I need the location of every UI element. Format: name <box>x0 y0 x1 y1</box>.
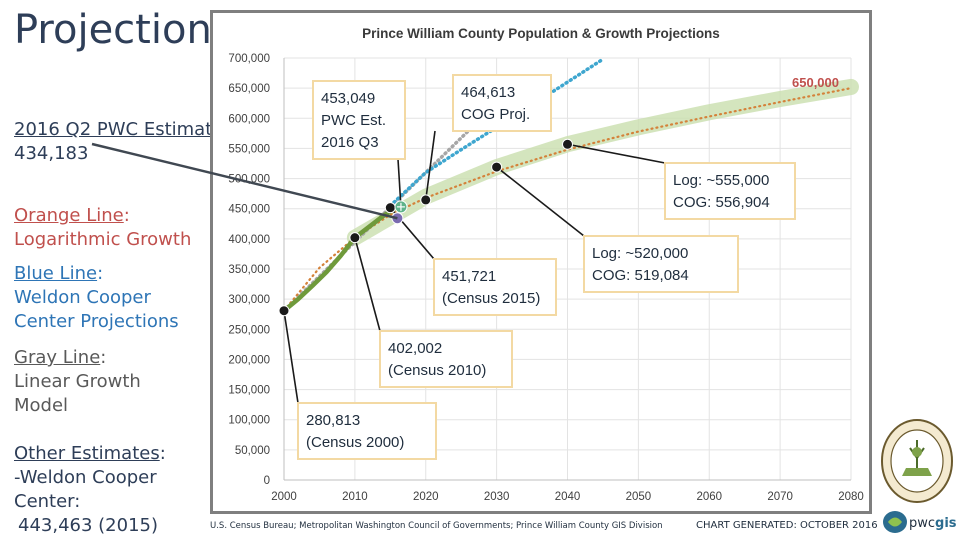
y-tick-label: 550,000 <box>228 143 270 155</box>
orange-line-desc: Logarithmic Growth <box>14 229 192 250</box>
annotation-text: COG: 556,904 <box>673 194 770 211</box>
x-tick-label: 2040 <box>555 491 581 503</box>
annotation-text: 453,049 <box>321 90 375 107</box>
x-tick-label: 2070 <box>767 491 793 503</box>
x-tick-label: 2010 <box>342 491 368 503</box>
annotation-text: 464,613 <box>461 84 515 101</box>
green-series-line <box>281 204 400 313</box>
annotation-text: (Census 2010) <box>388 362 486 379</box>
annotation-leader-line <box>354 237 381 332</box>
x-tick-label: 2060 <box>696 491 722 503</box>
gray-line-note: Gray Line: Linear Growth Model <box>14 346 174 418</box>
chart-frame: Prince William County Population & Growt… <box>210 10 872 514</box>
annotation-text: (Census 2000) <box>306 434 404 451</box>
annotation-box <box>433 258 557 316</box>
orange-line-note: Orange Line: Logarithmic Growth <box>14 204 191 252</box>
data-point <box>562 138 573 150</box>
x-tick-label: 2000 <box>271 491 297 503</box>
other-estimates-note: Other Estimates: -Weldon Cooper Center: … <box>14 442 184 538</box>
data-point <box>391 212 404 225</box>
annotation-text: (Census 2015) <box>442 290 540 307</box>
y-tick-label: 100,000 <box>228 415 270 427</box>
x-tick-label: 2050 <box>626 491 652 503</box>
county-seal-icon <box>881 419 953 503</box>
blue-line-note: Blue Line: Weldon Cooper Center Projecti… <box>14 262 204 334</box>
annotation-text: 650,000 <box>792 75 839 90</box>
other-estimates-line2: 443,463 (2015) <box>18 515 159 536</box>
other-estimates-line1: -Weldon Cooper Center: <box>14 467 157 512</box>
y-tick-label: 200,000 <box>228 354 270 366</box>
y-tick-label: 450,000 <box>228 204 270 216</box>
source-note: U.S. Census Bureau; Metropolitan Washing… <box>210 521 663 531</box>
chart-title: Prince William County Population & Growt… <box>362 26 720 41</box>
y-tick-label: 350,000 <box>228 264 270 276</box>
blue-line-desc: Weldon Cooper Center Projections <box>14 287 179 332</box>
annotation-box <box>664 162 796 220</box>
y-tick-label: 400,000 <box>228 234 270 246</box>
blue-line-label: Blue Line: <box>14 263 104 284</box>
annotation-text: COG: 519,084 <box>592 267 689 284</box>
annotation-box <box>452 74 552 132</box>
pwcgis-logo: pwcgis <box>883 511 957 533</box>
svg-text:pwcgis: pwcgis <box>909 516 957 531</box>
annotation-leader-line <box>496 166 585 237</box>
annotation-text: PWC Est. <box>321 112 386 129</box>
y-tick-label: 0 <box>264 475 270 487</box>
population-chart: Prince William County Population & Growt… <box>228 26 864 503</box>
y-tick-label: 50,000 <box>235 445 270 457</box>
data-point <box>349 232 361 244</box>
y-tick-label: 700,000 <box>228 53 270 65</box>
estimate-label: 2016 Q2 PWC Estimate: <box>14 119 229 140</box>
growth-band <box>346 78 859 246</box>
annotation-text: 451,721 <box>442 268 496 285</box>
y-tick-label: 250,000 <box>228 324 270 336</box>
y-tick-label: 650,000 <box>228 83 270 95</box>
x-tick-label: 2020 <box>413 491 439 503</box>
x-tick-label: 2030 <box>484 491 510 503</box>
x-tick-label: 2080 <box>838 491 864 503</box>
data-point <box>420 194 432 206</box>
y-tick-label: 300,000 <box>228 294 270 306</box>
annotation-text: COG Proj. <box>461 106 530 123</box>
data-point <box>491 161 503 173</box>
annotation-leader-line <box>397 158 402 207</box>
y-tick-label: 600,000 <box>228 113 270 125</box>
generated-note: CHART GENERATED: OCTOBER 2016 <box>696 520 878 531</box>
estimate-value: 434,183 <box>14 143 89 164</box>
slide-title: Projections <box>14 7 233 53</box>
y-tick-label: 150,000 <box>228 385 270 397</box>
y-tick-label: 500,000 <box>228 174 270 186</box>
annotation-text: Log: ~520,000 <box>592 245 688 262</box>
estimate-note: 2016 Q2 PWC Estimate: 434,183 <box>14 118 229 166</box>
gray-line-label: Gray Line: <box>14 347 107 368</box>
annotation-box <box>297 402 437 460</box>
annotation-leader-line <box>283 310 299 404</box>
annotation-box <box>379 330 513 388</box>
annotation-leader-line <box>424 130 436 201</box>
gray-line-desc: Linear Growth Model <box>14 371 141 416</box>
annotation-box <box>583 235 739 293</box>
data-point <box>278 305 290 317</box>
annotation-text: 402,002 <box>388 340 442 357</box>
annotation-text: Log: ~555,000 <box>673 172 769 189</box>
data-point <box>384 202 396 214</box>
annotation-text: 280,813 <box>306 412 360 429</box>
annotation-leader-line <box>567 143 666 164</box>
other-estimates-label: Other Estimates: <box>14 443 166 464</box>
annotation-text: 2016 Q3 <box>321 134 379 151</box>
orange-line-label: Orange Line: <box>14 205 130 226</box>
